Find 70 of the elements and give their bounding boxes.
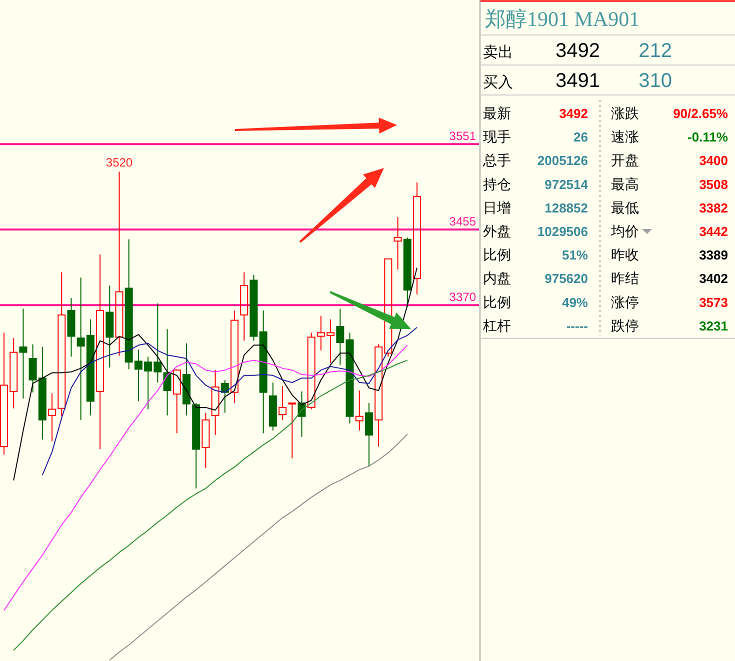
text: 49% bbox=[562, 294, 588, 310]
candlestick bbox=[211, 370, 220, 436]
text: ----- bbox=[566, 318, 588, 334]
text: 128852 bbox=[544, 200, 588, 216]
candlestick bbox=[106, 285, 114, 368]
text: 外盘 bbox=[483, 223, 511, 239]
text: 212 bbox=[638, 40, 672, 62]
text: 972514 bbox=[544, 176, 589, 192]
text: 速涨 bbox=[611, 128, 639, 145]
candlestick bbox=[394, 216, 402, 270]
text: 3389 bbox=[699, 248, 728, 263]
candlestick bbox=[96, 254, 104, 450]
text: 90/2.65% bbox=[673, 106, 728, 121]
text: 杠杆 bbox=[482, 317, 511, 334]
text: 3382 bbox=[699, 200, 728, 216]
text: 最高 bbox=[611, 176, 639, 192]
text: 26 bbox=[574, 130, 588, 145]
text: 内盘 bbox=[483, 270, 511, 286]
candlestick bbox=[240, 272, 248, 342]
text: 2005126 bbox=[537, 153, 588, 168]
candlestick bbox=[346, 332, 354, 424]
text: 比例 bbox=[483, 246, 511, 263]
candlestick bbox=[67, 298, 76, 358]
text: 最新 bbox=[483, 105, 511, 121]
text: 涨跌 bbox=[611, 105, 639, 121]
candlestick bbox=[163, 328, 172, 416]
text: 均价 bbox=[610, 223, 639, 239]
text: 日增 bbox=[483, 199, 511, 216]
candlestick bbox=[413, 182, 421, 295]
candlestick bbox=[355, 390, 364, 432]
text: 3508 bbox=[699, 176, 728, 192]
ref-line-label: 3370 bbox=[449, 290, 476, 304]
text: 3442 bbox=[699, 224, 728, 239]
text: 现手 bbox=[483, 128, 511, 145]
text: 持仓 bbox=[483, 176, 511, 192]
text: 比例 bbox=[483, 294, 511, 310]
candlestick bbox=[115, 171, 124, 356]
text: 3492 bbox=[559, 106, 588, 121]
text: 3573 bbox=[699, 294, 728, 310]
text: 1029506 bbox=[537, 224, 588, 239]
text: 3231 bbox=[699, 318, 728, 334]
ref-line-label: 3551 bbox=[449, 129, 476, 144]
text: 开盘 bbox=[611, 152, 639, 168]
text: 最低 bbox=[611, 199, 639, 216]
text: 买入 bbox=[483, 74, 513, 91]
candlestick bbox=[278, 386, 287, 420]
candlestick bbox=[364, 402, 373, 467]
text: 3400 bbox=[699, 153, 728, 168]
text: 3402 bbox=[699, 271, 728, 286]
text: 3492 bbox=[556, 40, 600, 62]
text: 跌停 bbox=[611, 317, 639, 334]
text: 卖出 bbox=[483, 44, 513, 61]
text: -0.11% bbox=[688, 130, 728, 145]
candlestick bbox=[182, 342, 190, 416]
text: 975620 bbox=[544, 271, 588, 286]
text: 昨收 bbox=[611, 246, 639, 263]
text: 涨停 bbox=[611, 294, 639, 310]
candlestick bbox=[202, 412, 210, 468]
candlestick bbox=[230, 310, 239, 404]
text: 51% bbox=[562, 248, 588, 263]
candlestick bbox=[259, 310, 268, 434]
annotation: 3520 bbox=[106, 156, 133, 170]
text: 310 bbox=[638, 70, 672, 92]
candlestick bbox=[19, 308, 28, 400]
candlestick bbox=[336, 308, 344, 366]
text: 昨结 bbox=[611, 270, 639, 286]
text: 郑醇1901 MA901 bbox=[485, 7, 640, 31]
ref-line-label: 3455 bbox=[449, 214, 476, 229]
text: 总手 bbox=[482, 152, 511, 168]
text: 3491 bbox=[556, 70, 600, 92]
